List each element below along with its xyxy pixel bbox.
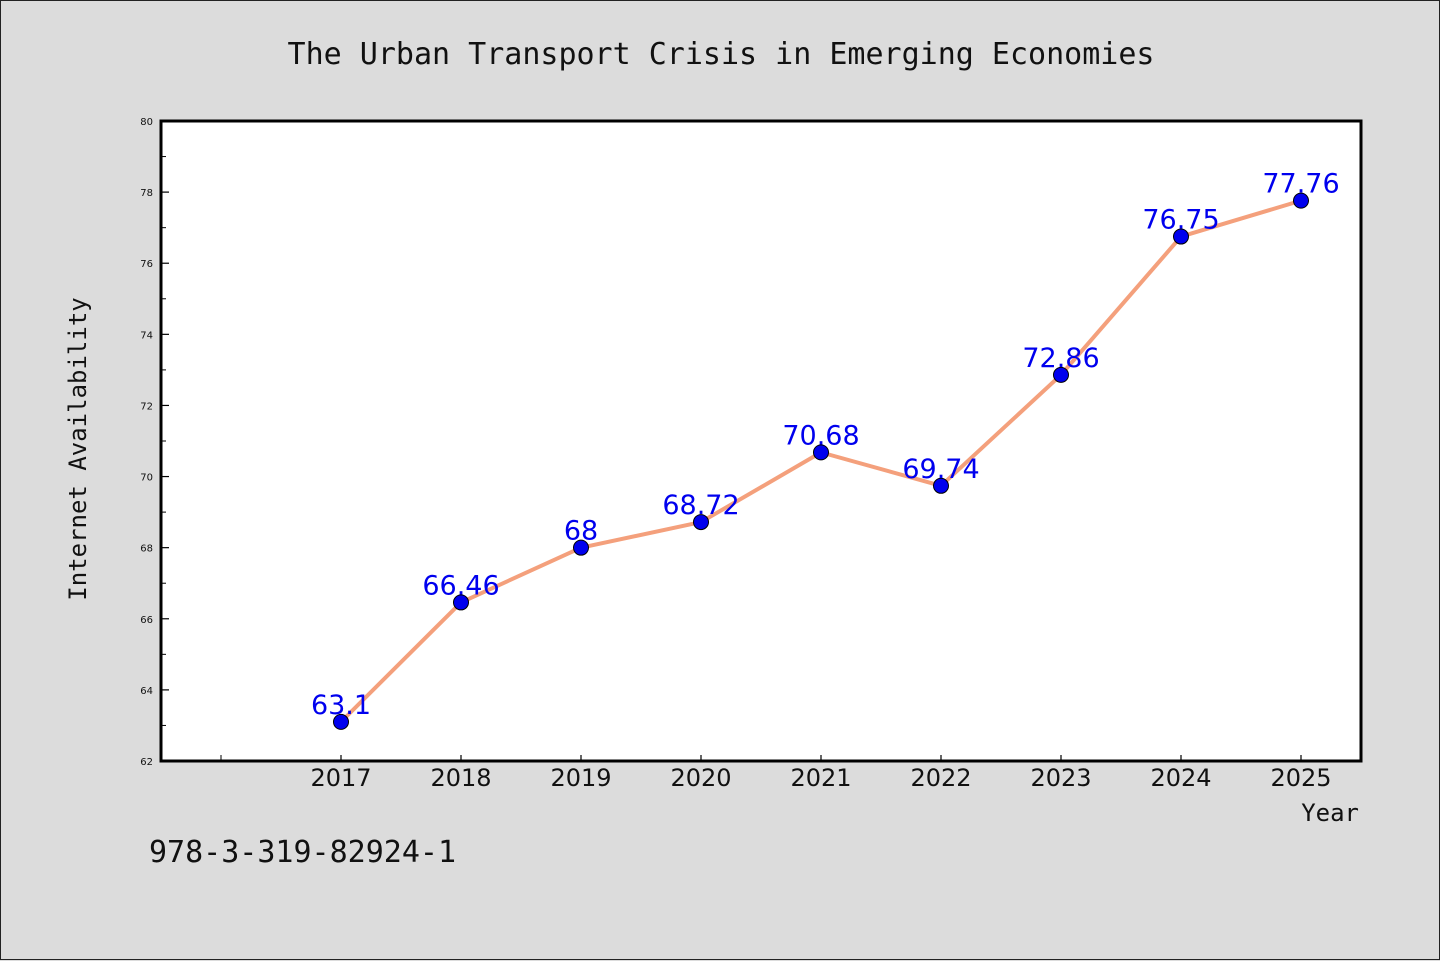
data-point	[573, 539, 589, 556]
x-tick-label: 2018	[430, 764, 491, 792]
isbn-code: 978-3-319-82924-1	[149, 835, 457, 870]
x-axis: 2017 2018 2019 2020 2021 2022 2023 2024 2025	[220, 755, 1332, 792]
chart-title: The Urban Transport Crisis in Emerging E…	[288, 37, 1155, 72]
x-tick-label: 2020	[670, 764, 731, 792]
data-label: 77.76	[1262, 169, 1339, 200]
y-tick-label: 78	[140, 188, 153, 199]
series: 63.1 66.46 68 68.72 70.68 69.74 72.86 76.75 77.7…	[311, 169, 1340, 730]
data-point	[933, 477, 949, 494]
y-tick-label: 76	[140, 259, 153, 270]
data-label: 66.46	[422, 570, 499, 601]
data-label: 72.86	[1022, 343, 1099, 374]
x-tick-label: 2024	[1150, 764, 1211, 792]
data-point	[1053, 366, 1069, 383]
y-tick-label: 80	[140, 117, 153, 128]
y-axis-label: Internet Availability	[64, 297, 92, 600]
y-tick-label: 66	[140, 615, 153, 626]
y-axis: 62 64 66 68 70 72 74 76 78 80	[140, 117, 169, 768]
data-label: 69.74	[902, 454, 979, 485]
plot-area	[159, 119, 1363, 763]
data-point	[453, 594, 469, 611]
data-point	[333, 713, 349, 730]
x-tick-label: 2025	[1270, 764, 1331, 792]
y-tick-label: 72	[140, 401, 153, 412]
data-label: 70.68	[782, 420, 859, 451]
x-axis-label: Year	[1301, 799, 1359, 827]
data-label: 68.72	[662, 490, 739, 521]
x-tick-label: 2019	[550, 764, 611, 792]
y-tick-label: 64	[140, 686, 153, 697]
data-label: 68	[564, 516, 598, 547]
data-point	[813, 444, 829, 461]
x-tick-label: 2023	[1030, 764, 1091, 792]
y-tick-label: 74	[140, 330, 153, 341]
data-point	[1293, 192, 1309, 209]
y-tick-label: 62	[140, 757, 153, 768]
y-tick-label: 70	[140, 473, 153, 484]
x-tick-label: 2021	[790, 764, 851, 792]
y-tick-label: 68	[140, 544, 153, 555]
data-point	[693, 514, 709, 531]
x-tick-label: 2022	[910, 764, 971, 792]
x-tick-label: 2017	[310, 764, 371, 792]
data-label: 76.75	[1142, 205, 1219, 236]
data-point	[1173, 228, 1189, 245]
data-label: 63.1	[311, 690, 371, 721]
